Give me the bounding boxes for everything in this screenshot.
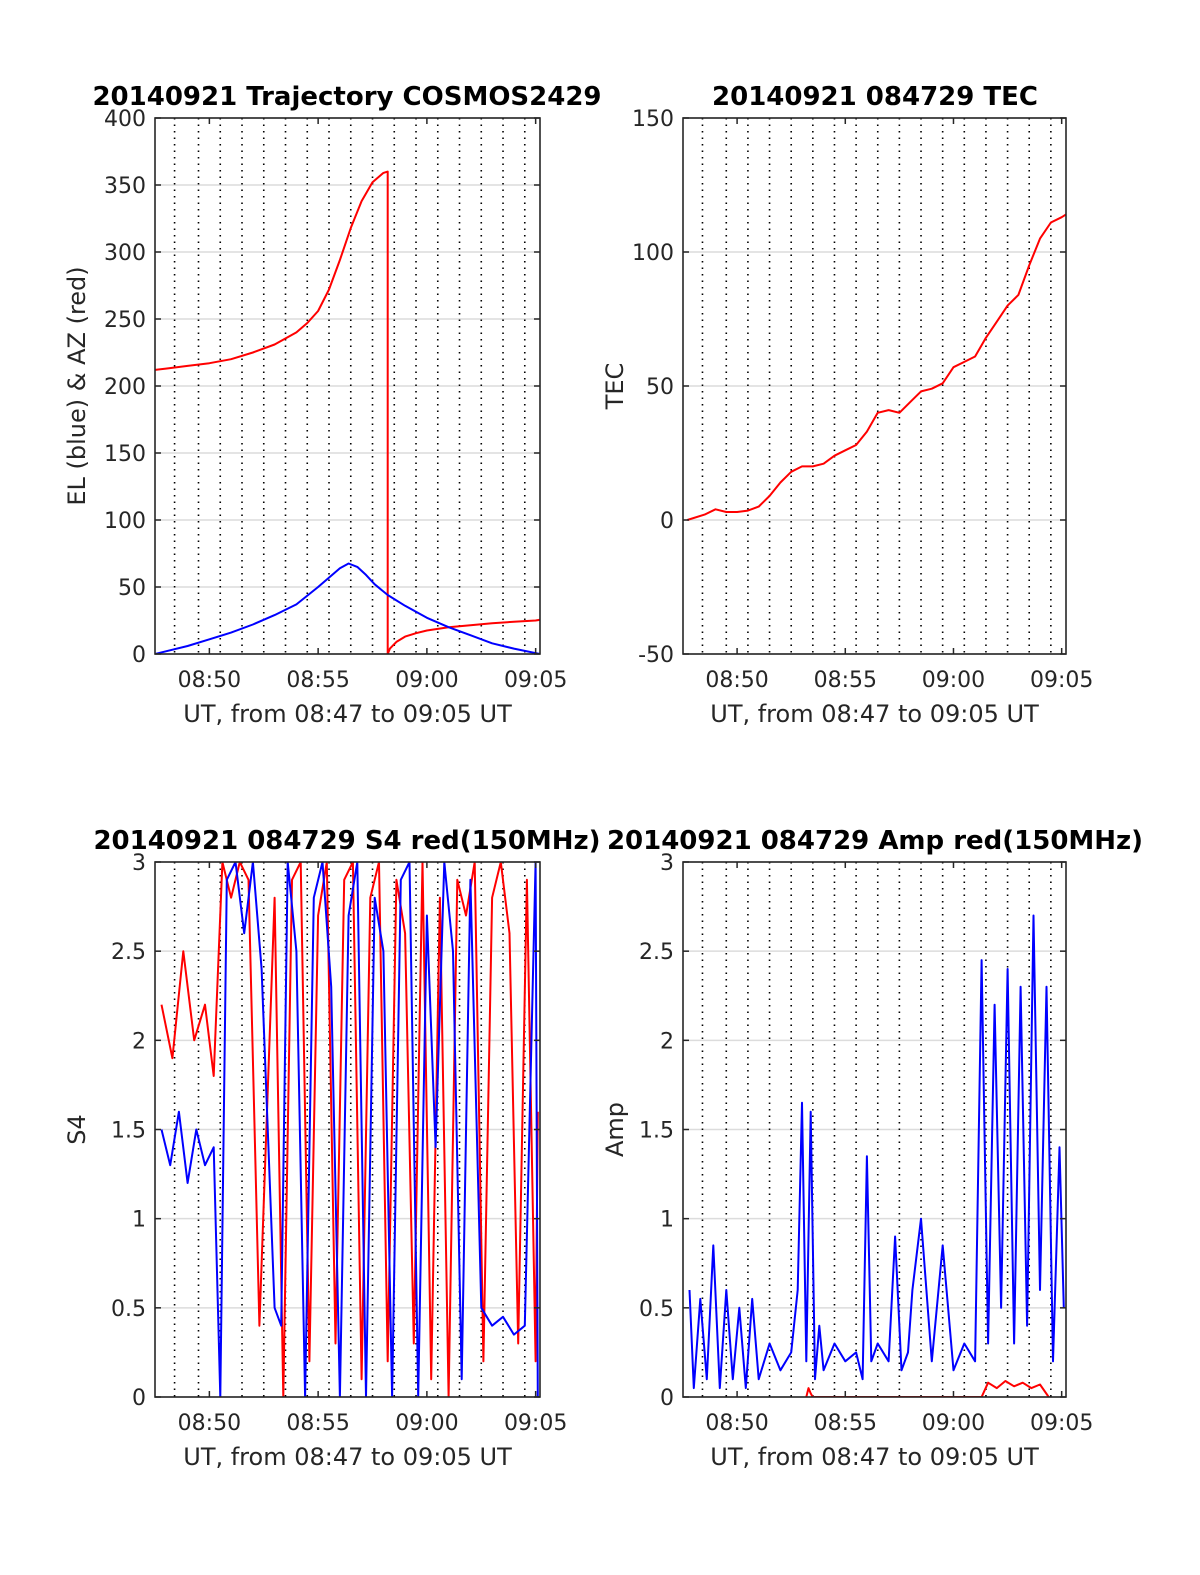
chart-title: 20140921 Trajectory COSMOS2429 bbox=[92, 82, 601, 112]
series-line-1 bbox=[687, 213, 1066, 521]
series-line-2 bbox=[155, 562, 540, 654]
y-tick-label: 200 bbox=[104, 375, 146, 400]
y-tick-label: 2.5 bbox=[639, 940, 674, 965]
y-tick-label: 150 bbox=[632, 107, 674, 132]
x-tick-label: 08:55 bbox=[814, 668, 877, 693]
y-tick-label: 50 bbox=[118, 576, 146, 601]
y-tick-label: 0.5 bbox=[111, 1297, 146, 1322]
x-axis-label: UT, from 08:47 to 09:05 UT bbox=[710, 700, 1039, 728]
y-tick-label: 2.5 bbox=[111, 940, 146, 965]
series-line-2 bbox=[688, 914, 1065, 1390]
x-tick-label: 09:00 bbox=[922, 1411, 985, 1436]
y-tick-label: 1 bbox=[660, 1208, 674, 1233]
chart-trajectory: 0 50 100 150 200 250 300 350 400 08:50 08:55 09:00 0… bbox=[63, 82, 602, 728]
y-axis-label: TEC bbox=[601, 363, 629, 411]
x-tick-label: 08:50 bbox=[705, 668, 768, 693]
x-tick-label: 08:55 bbox=[814, 1411, 877, 1436]
y-tick-label: -50 bbox=[638, 643, 674, 668]
series-line-1 bbox=[160, 862, 539, 1397]
y-tick-label: 0 bbox=[132, 1386, 146, 1411]
x-tick-label: 09:00 bbox=[395, 668, 458, 693]
y-tick-label: 3 bbox=[132, 851, 146, 876]
series-line-2 bbox=[160, 862, 539, 1397]
x-tick-label: 09:00 bbox=[395, 1411, 458, 1436]
y-tick-label: 50 bbox=[646, 375, 674, 400]
y-tick-label: 100 bbox=[104, 509, 146, 534]
x-tick-label: 08:55 bbox=[286, 1411, 349, 1436]
chart-tec: -50 0 50 100 150 08:50 08:55 09:00 09:05 20140921… bbox=[601, 82, 1093, 728]
series-line-1 bbox=[805, 1380, 1050, 1397]
y-tick-label: 0 bbox=[660, 1386, 674, 1411]
chart-title: 20140921 084729 Amp red(150MHz) bbox=[607, 826, 1143, 856]
x-tick-label: 09:05 bbox=[504, 668, 567, 693]
y-tick-label: 0 bbox=[132, 643, 146, 668]
y-tick-label: 1.5 bbox=[111, 1119, 146, 1144]
y-tick-label: 0 bbox=[660, 509, 674, 534]
y-tick-label: 2 bbox=[660, 1029, 674, 1054]
x-tick-label: 09:05 bbox=[504, 1411, 567, 1436]
y-axis-label: S4 bbox=[63, 1114, 91, 1145]
x-tick-label: 08:55 bbox=[286, 668, 349, 693]
x-axis-label: UT, from 08:47 to 09:05 UT bbox=[183, 700, 512, 728]
x-axis-label: UT, from 08:47 to 09:05 UT bbox=[183, 1443, 512, 1471]
y-tick-label: 0.5 bbox=[639, 1297, 674, 1322]
chart-title: 20140921 084729 S4 red(150MHz) bbox=[93, 826, 600, 856]
x-tick-label: 09:05 bbox=[1030, 1411, 1093, 1436]
x-tick-label: 09:05 bbox=[1030, 668, 1093, 693]
y-tick-label: 2 bbox=[132, 1029, 146, 1054]
x-tick-label: 08:50 bbox=[178, 668, 241, 693]
y-tick-label: 350 bbox=[104, 174, 146, 199]
y-axis-label: EL (blue) & AZ (red) bbox=[63, 266, 91, 505]
y-tick-label: 1.5 bbox=[639, 1119, 674, 1144]
y-tick-label: 300 bbox=[104, 241, 146, 266]
y-tick-label: 250 bbox=[104, 308, 146, 333]
series-line-1 bbox=[155, 170, 540, 654]
chart-title: 20140921 084729 TEC bbox=[712, 82, 1038, 112]
x-axis-label: UT, from 08:47 to 09:05 UT bbox=[710, 1443, 1039, 1471]
chart-s4: 0 0.5 1 1.5 2 2.5 3 08:50 08:55 09:00 09:05 2014092… bbox=[63, 826, 601, 1471]
y-axis-label: Amp bbox=[601, 1102, 629, 1157]
y-tick-label: 3 bbox=[660, 851, 674, 876]
x-tick-label: 08:50 bbox=[178, 1411, 241, 1436]
y-tick-label: 400 bbox=[104, 107, 146, 132]
x-tick-label: 08:50 bbox=[705, 1411, 768, 1436]
chart-amp: 0 0.5 1 1.5 2 2.5 3 08:50 08:55 09:00 09:05 2014092… bbox=[601, 826, 1143, 1471]
y-tick-label: 150 bbox=[104, 442, 146, 467]
x-tick-label: 09:00 bbox=[922, 668, 985, 693]
y-tick-label: 1 bbox=[132, 1208, 146, 1233]
y-tick-label: 100 bbox=[632, 241, 674, 266]
